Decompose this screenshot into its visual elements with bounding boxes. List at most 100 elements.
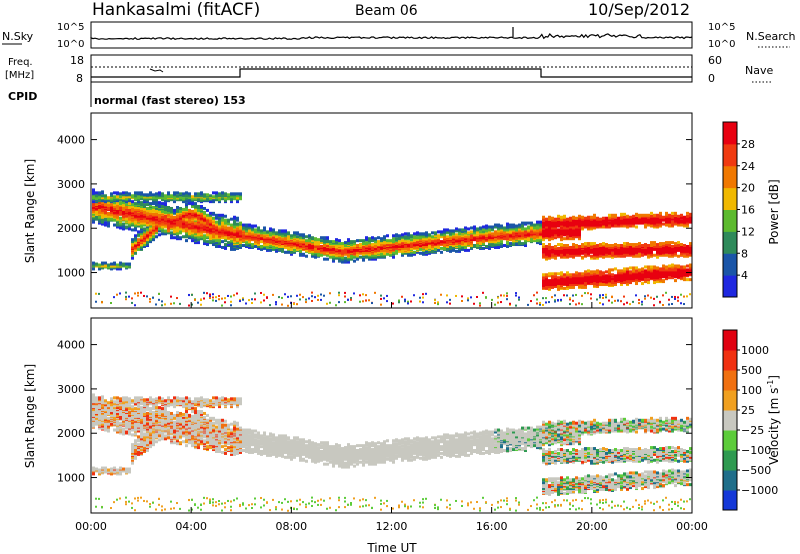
power-cell <box>167 228 170 232</box>
power-near-range-cell <box>545 297 547 300</box>
power-cell <box>644 265 647 269</box>
power-cell <box>545 254 548 258</box>
power-cell <box>179 192 182 196</box>
power-cell <box>137 224 140 228</box>
power-cell <box>230 237 233 241</box>
power-cell <box>428 244 431 248</box>
cpid-text: normal (fast stereo) 153 <box>94 94 246 107</box>
power-cell <box>161 225 164 229</box>
power-cell <box>134 194 137 198</box>
power-cell <box>545 273 548 277</box>
power-cell <box>530 230 533 234</box>
power-near-range-cell <box>95 292 97 295</box>
power-cell <box>602 255 605 259</box>
power-cell <box>137 202 140 206</box>
power-cell <box>113 203 116 207</box>
power-near-range-cell <box>446 301 448 304</box>
power-cell <box>494 245 497 249</box>
power-cell <box>92 212 95 216</box>
power-cell <box>167 205 170 209</box>
power-near-range-cell <box>350 298 352 301</box>
power-cell <box>668 264 671 268</box>
power-cell <box>665 244 668 248</box>
power-cell <box>119 226 122 230</box>
power-cell <box>368 246 371 250</box>
power-cell <box>587 225 590 229</box>
power-cell <box>653 276 656 280</box>
power-near-range-cell <box>338 294 340 297</box>
power-cell <box>194 202 197 206</box>
power-cell <box>203 242 206 246</box>
power-cell <box>158 205 161 209</box>
power-cell <box>116 220 119 224</box>
power-cell <box>107 211 110 215</box>
power-cell <box>173 215 176 219</box>
power-cell <box>395 233 398 237</box>
power-cell <box>614 283 617 287</box>
power-cell <box>422 232 425 236</box>
power-cell <box>275 235 278 239</box>
power-cell <box>413 252 416 256</box>
power-cell <box>221 240 224 244</box>
noise-left-tick-top: 10^5 <box>57 22 84 33</box>
power-near-range-cell <box>263 299 265 302</box>
power-cell <box>629 270 632 274</box>
power-cell <box>668 241 671 245</box>
power-cell <box>287 250 290 254</box>
power-near-range-cell <box>143 294 145 297</box>
power-cell <box>185 202 188 206</box>
power-cell <box>647 213 650 217</box>
power-cell <box>206 235 209 239</box>
power-near-range-cell <box>149 298 151 301</box>
power-near-range-cell <box>203 297 205 300</box>
power-cell <box>428 238 431 242</box>
power-cell <box>146 203 149 207</box>
power-cell <box>677 254 680 258</box>
power-cell <box>638 242 641 246</box>
power-near-range-cell <box>329 292 331 295</box>
power-cell <box>599 283 602 287</box>
power-cell <box>362 241 365 245</box>
power-cell <box>242 244 245 248</box>
power-cell <box>521 224 524 228</box>
power-cell <box>635 269 638 273</box>
power-cell <box>122 227 125 231</box>
power-cell <box>215 191 218 195</box>
power-cell <box>164 232 167 236</box>
power-cell <box>617 218 620 222</box>
power-near-range-cell <box>500 294 502 297</box>
power-cell <box>443 228 446 232</box>
power-cell <box>518 231 521 235</box>
power-cell <box>473 229 476 233</box>
power-cell <box>200 207 203 211</box>
power-cell <box>155 206 158 210</box>
power-near-range-cell <box>263 293 265 296</box>
power-near-range-cell <box>578 302 580 305</box>
power-near-range-cell <box>503 294 505 297</box>
power-cell <box>203 206 206 210</box>
power-cell <box>560 215 563 219</box>
power-cell <box>224 235 227 239</box>
power-cell <box>617 250 620 254</box>
power-cell <box>161 217 164 221</box>
power-cell <box>239 243 242 247</box>
power-cell <box>515 237 518 241</box>
power-cell <box>545 256 548 260</box>
power-cell <box>626 270 629 274</box>
power-near-range-cell <box>230 295 232 298</box>
power-cell <box>131 194 134 198</box>
power-cell <box>260 231 263 235</box>
power-cell <box>602 245 605 249</box>
power-cell <box>140 197 143 201</box>
power-cell <box>317 238 320 242</box>
power-near-range-cell <box>584 292 586 295</box>
power-cell <box>584 216 587 220</box>
power-near-range-cell <box>365 294 367 297</box>
power-cell <box>113 223 116 227</box>
power-cell <box>323 244 326 248</box>
power-cell <box>503 226 506 230</box>
power-cell <box>116 267 119 271</box>
power-cell <box>119 201 122 205</box>
power-near-range-cell <box>113 296 115 299</box>
power-cell <box>656 266 659 270</box>
